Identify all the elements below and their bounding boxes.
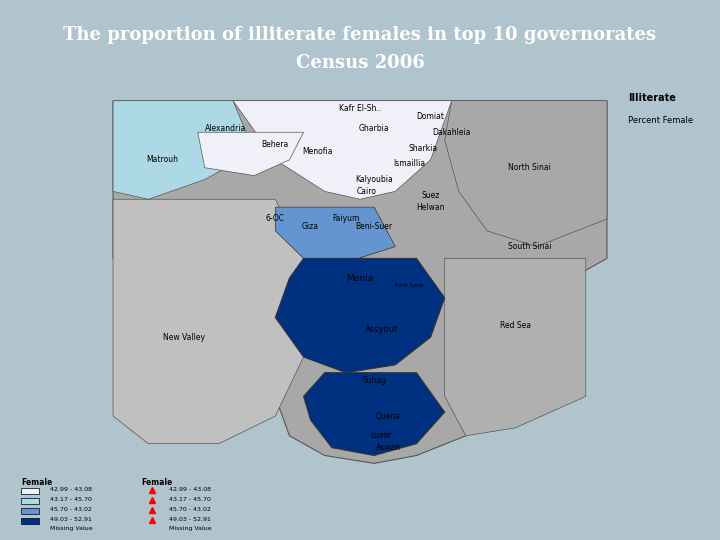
Text: 49.03 - 52.91: 49.03 - 52.91: [50, 517, 91, 522]
Text: North Sinai: North Sinai: [508, 163, 551, 172]
FancyBboxPatch shape: [22, 498, 39, 504]
Text: 43.17 - 45.70: 43.17 - 45.70: [169, 497, 212, 502]
Text: Sharkia: Sharkia: [409, 144, 438, 152]
Polygon shape: [113, 199, 304, 444]
Text: Menia: Menia: [346, 274, 374, 282]
Text: Giza: Giza: [302, 222, 319, 231]
Polygon shape: [445, 100, 607, 247]
FancyBboxPatch shape: [22, 508, 39, 514]
Text: Ismaillia: Ismaillia: [393, 159, 426, 168]
Text: Suhag: Suhag: [362, 376, 386, 385]
Polygon shape: [445, 258, 586, 436]
Text: 45.70 - 43.02: 45.70 - 43.02: [50, 507, 91, 512]
Text: Suez: Suez: [421, 191, 440, 200]
Text: Aswan: Aswan: [376, 443, 401, 452]
Polygon shape: [275, 258, 445, 373]
Text: Domiat: Domiat: [417, 112, 444, 121]
Text: 43.17 - 45.70: 43.17 - 45.70: [50, 497, 91, 502]
Text: Faiyum: Faiyum: [332, 214, 359, 224]
Text: Fort Said: Fort Said: [395, 284, 423, 288]
Text: Percent Female: Percent Female: [628, 117, 693, 125]
Text: New Valley: New Valley: [163, 333, 204, 342]
Text: Dakahleia: Dakahleia: [433, 128, 471, 137]
Text: Behera: Behera: [261, 139, 289, 148]
Polygon shape: [113, 100, 607, 463]
Polygon shape: [275, 207, 395, 262]
Text: Matrouh: Matrouh: [146, 156, 179, 164]
Text: Alexandria: Alexandria: [205, 124, 246, 133]
Text: Beni-Suer: Beni-Suer: [356, 222, 392, 231]
Text: Census 2006: Census 2006: [296, 55, 424, 72]
Text: Menofia: Menofia: [302, 147, 333, 157]
Text: Female: Female: [22, 478, 53, 487]
Text: Kalyoubia: Kalyoubia: [355, 175, 393, 184]
Text: 6-OC: 6-OC: [266, 214, 285, 224]
Polygon shape: [304, 373, 445, 456]
Text: Quena: Quena: [376, 411, 401, 421]
Text: The proportion of illiterate females in top 10 governorates: The proportion of illiterate females in …: [63, 26, 657, 44]
FancyBboxPatch shape: [22, 488, 39, 494]
Text: 49.03 - 52.91: 49.03 - 52.91: [169, 517, 212, 522]
Text: Illiterate: Illiterate: [628, 93, 676, 103]
Text: 42.99 - 43.08: 42.99 - 43.08: [169, 487, 212, 492]
FancyBboxPatch shape: [22, 518, 39, 524]
Text: Assyout: Assyout: [364, 325, 397, 334]
Text: South Sinai: South Sinai: [508, 242, 551, 251]
Polygon shape: [113, 100, 254, 199]
Text: Female: Female: [141, 478, 173, 487]
Text: Helwan: Helwan: [416, 202, 445, 212]
Text: Cairo: Cairo: [357, 187, 377, 196]
Text: Missing Value: Missing Value: [169, 526, 212, 531]
Polygon shape: [198, 132, 304, 176]
Text: Kafr El-Sh..: Kafr El-Sh..: [339, 104, 381, 113]
Text: Gharbia: Gharbia: [359, 124, 390, 133]
Polygon shape: [233, 100, 451, 199]
Text: Red Sea: Red Sea: [500, 321, 531, 330]
Text: Missing Value: Missing Value: [50, 526, 92, 531]
Text: 42.99 - 43.08: 42.99 - 43.08: [50, 487, 91, 492]
Text: Luxor: Luxor: [371, 431, 392, 440]
Text: 45.70 - 43.02: 45.70 - 43.02: [169, 507, 212, 512]
